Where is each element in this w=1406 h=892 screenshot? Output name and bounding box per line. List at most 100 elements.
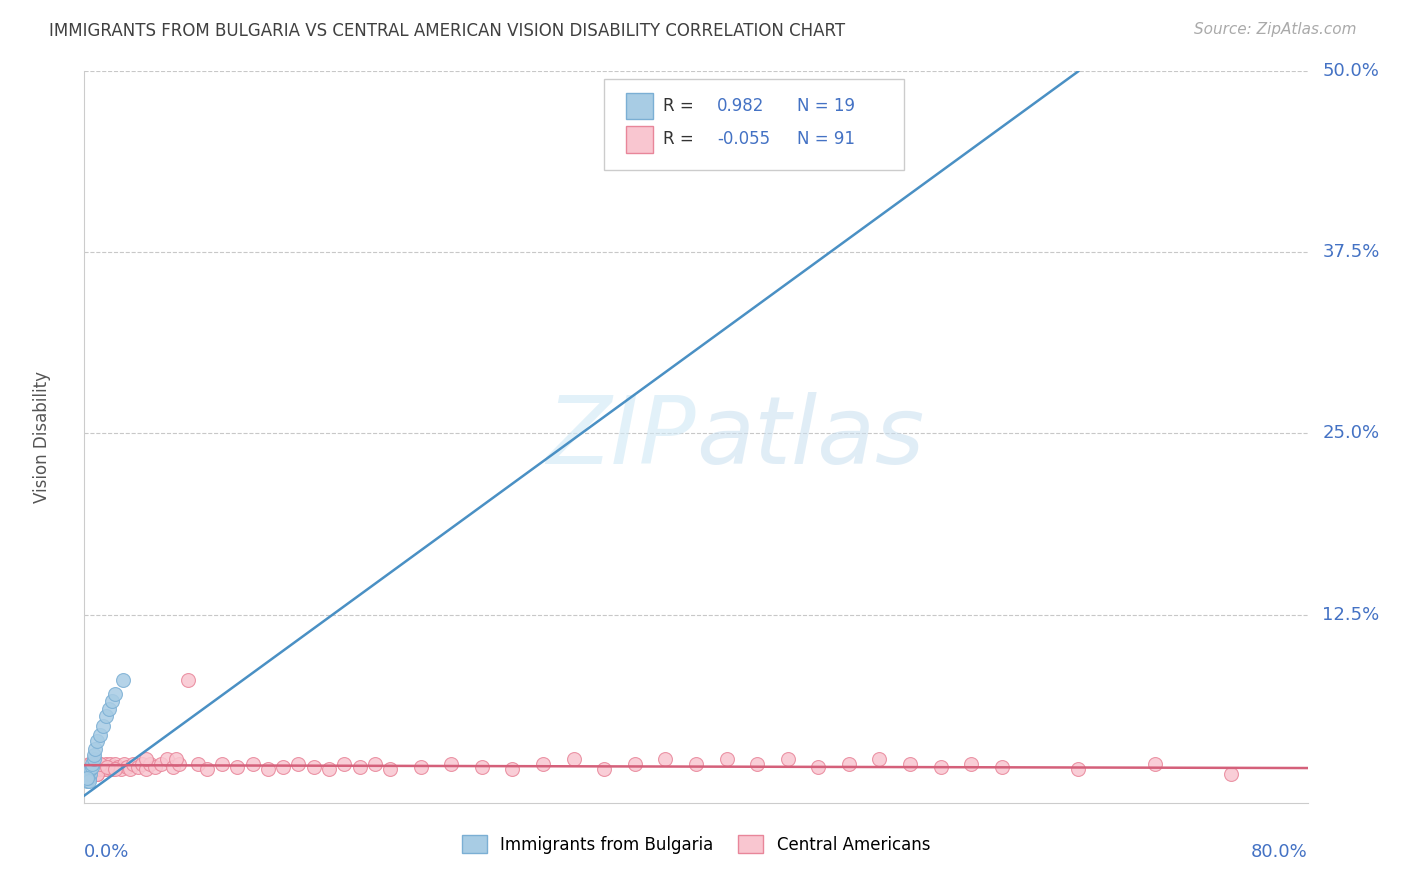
- Point: [149, 756, 172, 771]
- Point: [112, 756, 135, 771]
- Text: 25.0%: 25.0%: [1322, 425, 1379, 442]
- Point: [91, 759, 114, 773]
- Point: [107, 759, 129, 773]
- Point: [89, 756, 111, 771]
- Point: [562, 752, 585, 766]
- Point: [83, 759, 105, 773]
- Point: [101, 694, 124, 708]
- Point: [77, 771, 100, 785]
- Point: [104, 687, 127, 701]
- Point: [97, 759, 120, 773]
- Point: [747, 756, 769, 771]
- Point: [80, 756, 103, 771]
- Point: [287, 756, 309, 771]
- Point: [93, 763, 115, 777]
- Point: [83, 767, 105, 781]
- Point: [177, 673, 200, 687]
- Point: [186, 756, 208, 771]
- Point: [101, 763, 124, 777]
- Point: [77, 763, 100, 777]
- Point: [257, 763, 280, 777]
- Point: [593, 763, 616, 777]
- Point: [86, 759, 108, 773]
- Point: [333, 756, 356, 771]
- Bar: [626, 93, 654, 119]
- Point: [83, 747, 105, 762]
- Text: Vision Disability: Vision Disability: [32, 371, 51, 503]
- Text: R =: R =: [664, 96, 693, 115]
- FancyBboxPatch shape: [605, 78, 904, 170]
- Point: [898, 756, 921, 771]
- Point: [156, 752, 179, 766]
- Text: -0.055: -0.055: [717, 130, 770, 148]
- Point: [79, 759, 101, 773]
- Point: [302, 759, 325, 773]
- Point: [135, 752, 157, 766]
- Point: [440, 756, 463, 771]
- Point: [86, 767, 108, 781]
- Point: [83, 759, 105, 773]
- Point: [471, 759, 494, 773]
- Point: [79, 763, 101, 777]
- Text: Source: ZipAtlas.com: Source: ZipAtlas.com: [1194, 22, 1357, 37]
- Point: [165, 752, 187, 766]
- Bar: [626, 126, 654, 153]
- Text: N = 19: N = 19: [797, 96, 855, 115]
- Point: [991, 759, 1014, 773]
- Point: [807, 759, 830, 773]
- Point: [87, 763, 110, 777]
- Point: [104, 763, 127, 777]
- Point: [685, 756, 707, 771]
- Point: [502, 763, 524, 777]
- Point: [87, 756, 110, 771]
- Text: 12.5%: 12.5%: [1322, 606, 1379, 624]
- Point: [79, 756, 101, 771]
- Point: [79, 767, 101, 781]
- Point: [96, 759, 118, 773]
- Text: ZIP: ZIP: [547, 392, 696, 483]
- Point: [127, 759, 149, 773]
- Point: [1143, 756, 1166, 771]
- Point: [77, 763, 100, 777]
- Text: N = 91: N = 91: [797, 130, 855, 148]
- Point: [77, 774, 100, 789]
- Point: [624, 756, 647, 771]
- Point: [380, 763, 402, 777]
- Point: [110, 763, 132, 777]
- Point: [76, 759, 98, 773]
- Point: [80, 763, 103, 777]
- Point: [84, 742, 107, 756]
- Text: atlas: atlas: [696, 392, 924, 483]
- Point: [80, 756, 103, 771]
- Point: [91, 719, 114, 733]
- Point: [122, 756, 145, 771]
- Point: [96, 763, 118, 777]
- Point: [1067, 763, 1090, 777]
- Point: [103, 759, 125, 773]
- Point: [242, 756, 264, 771]
- Text: 50.0%: 50.0%: [1322, 62, 1379, 80]
- Point: [869, 752, 891, 766]
- Point: [83, 752, 105, 766]
- Text: IMMIGRANTS FROM BULGARIA VS CENTRAL AMERICAN VISION DISABILITY CORRELATION CHART: IMMIGRANTS FROM BULGARIA VS CENTRAL AMER…: [49, 22, 845, 40]
- Point: [77, 756, 100, 771]
- Point: [135, 763, 157, 777]
- Point: [654, 752, 676, 766]
- Text: 0.0%: 0.0%: [84, 843, 129, 861]
- Point: [139, 756, 162, 771]
- Legend: Immigrants from Bulgaria, Central Americans: Immigrants from Bulgaria, Central Americ…: [456, 829, 936, 860]
- Point: [776, 752, 799, 766]
- Text: 37.5%: 37.5%: [1322, 244, 1379, 261]
- Point: [115, 759, 138, 773]
- Text: 0.982: 0.982: [717, 96, 763, 115]
- Point: [76, 771, 98, 785]
- Point: [86, 733, 108, 747]
- Point: [94, 756, 117, 771]
- Point: [131, 756, 153, 771]
- Text: 80.0%: 80.0%: [1251, 843, 1308, 861]
- Point: [80, 759, 103, 773]
- Point: [79, 767, 101, 781]
- Point: [364, 756, 387, 771]
- Point: [226, 759, 249, 773]
- Point: [94, 709, 117, 723]
